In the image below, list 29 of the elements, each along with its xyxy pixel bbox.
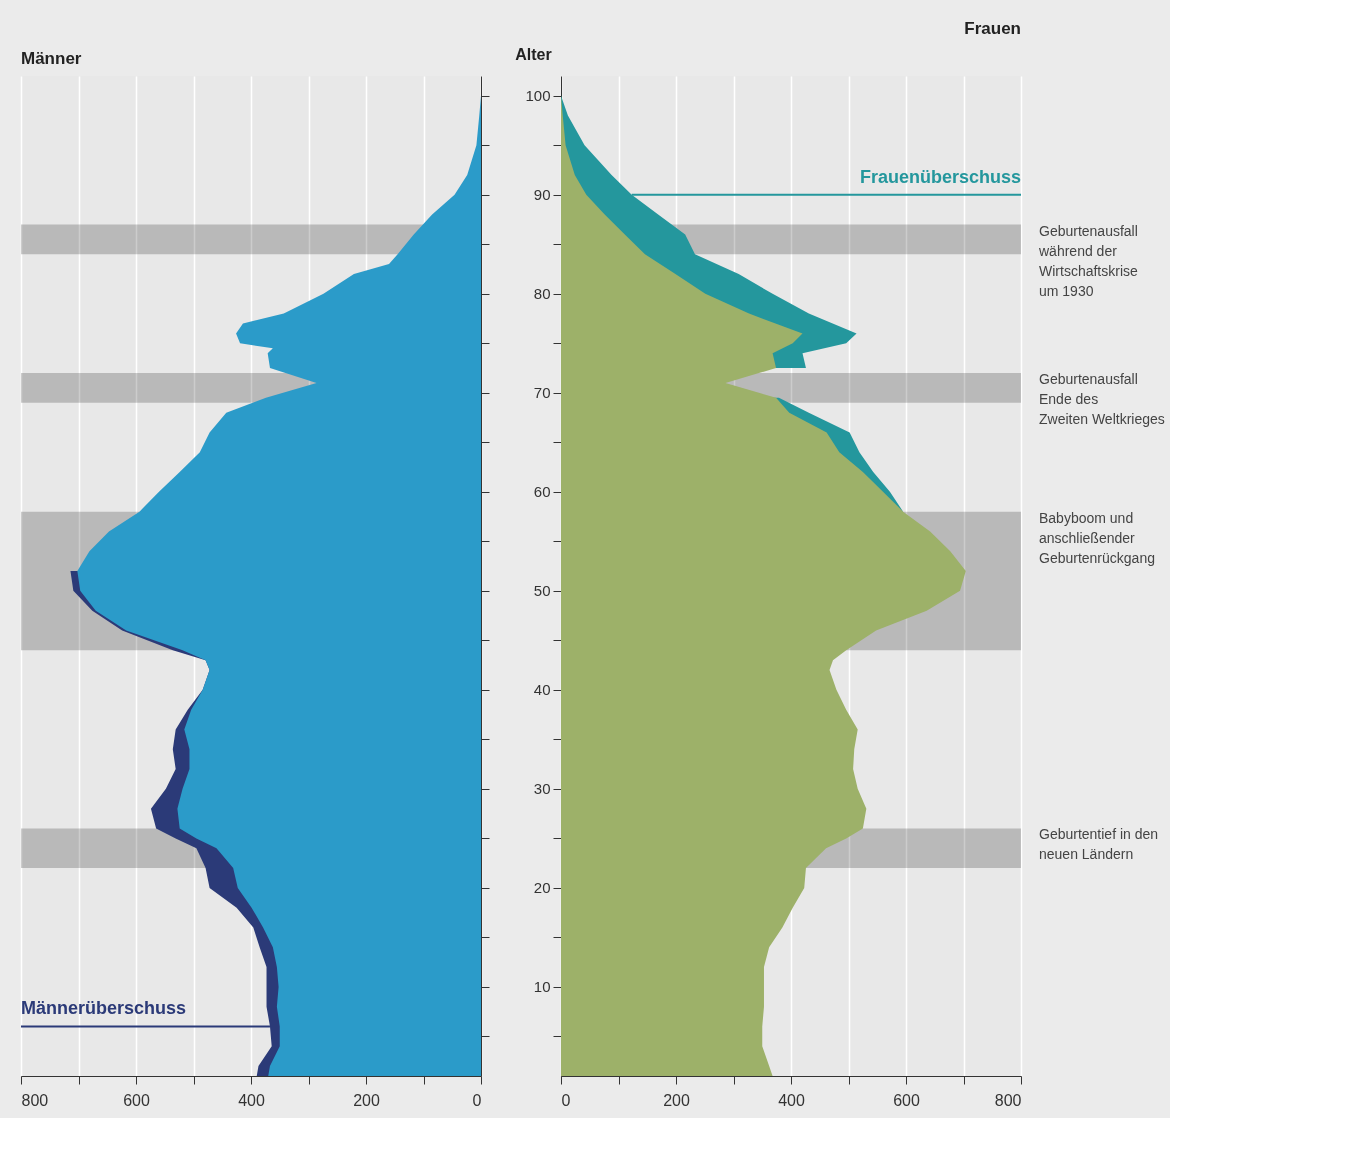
y-tick-label: 70: [533, 384, 551, 402]
band-label: Geburtenausfall während der Wirtschaftskrise um 1930: [1038, 222, 1138, 299]
x-tick-label: 400: [238, 1091, 265, 1109]
y-axis-title: Alter: [515, 45, 552, 63]
band-label: Geburtenausfall Ende des Zweiten Weltkrieges: [1039, 371, 1165, 428]
chart-title: Frauen: [964, 19, 1021, 38]
x-tick-label: 200: [663, 1091, 690, 1109]
y-tick-label: 10: [533, 978, 551, 996]
y-tick-label: 60: [533, 483, 551, 501]
y-tick-label: 100: [525, 87, 551, 105]
chart-title: Männer: [21, 49, 82, 68]
y-tick-label: 90: [533, 186, 551, 204]
x-tick-label: 600: [893, 1091, 920, 1109]
y-tick-label: 50: [533, 582, 551, 600]
x-tick-label: 400: [778, 1091, 805, 1109]
y-tick-label: 20: [533, 879, 551, 897]
x-tick-label: 800: [994, 1091, 1022, 1109]
x-tick-label: 0: [561, 1091, 571, 1109]
band-label: Babyboom und anschließender Geburtenrückgang: [1039, 509, 1155, 566]
y-tick-label: 40: [533, 681, 551, 699]
x-tick-label: 0: [472, 1091, 482, 1109]
band-label: Geburtentief in den neuen Ländern: [1039, 826, 1159, 863]
y-tick-label: 80: [533, 285, 551, 303]
x-tick-label: 800: [21, 1091, 49, 1109]
y-tick-label: 30: [533, 780, 551, 798]
x-tick-label: 600: [123, 1091, 150, 1109]
x-tick-label: 200: [353, 1091, 380, 1109]
annotation: Männerüberschuss: [21, 998, 187, 1019]
annotation: Frauenüberschuss: [859, 166, 1021, 187]
